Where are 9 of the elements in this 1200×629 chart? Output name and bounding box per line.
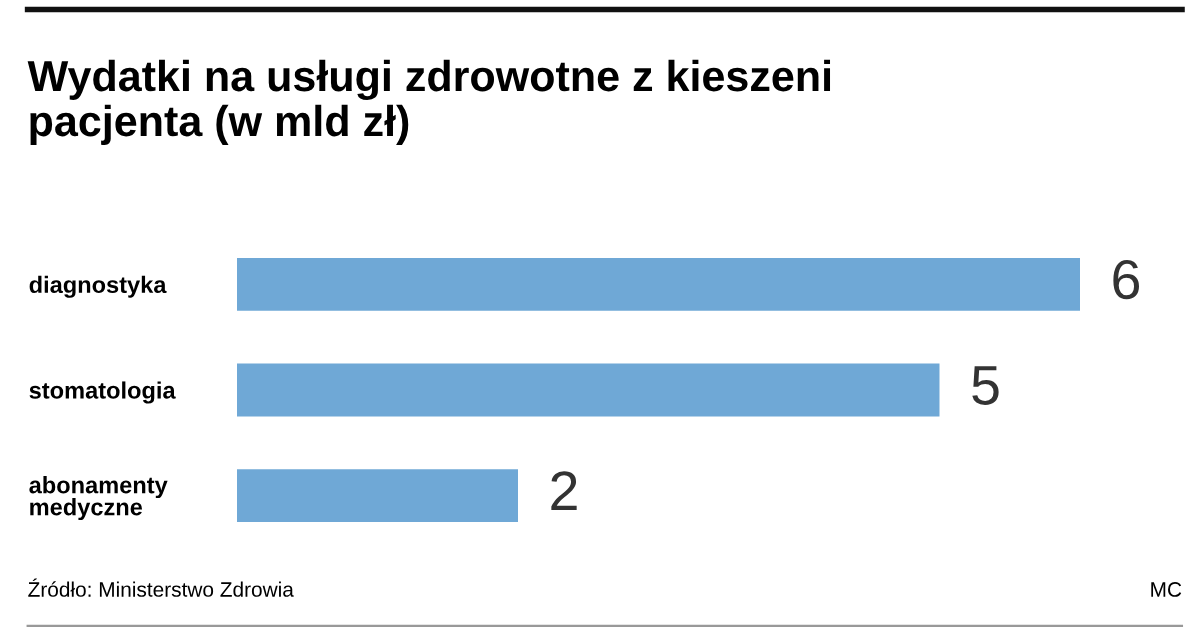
chart-title: Wydatki na usługi zdrowotne z kieszeni pacjenta (w mld zł) [27, 59, 831, 145]
y-tick-label: stomatologia [29, 381, 176, 404]
data-label: 6 [1113, 259, 1140, 300]
text: MC [1151, 582, 1182, 597]
y-tick-label: abonamenty medyczne [29, 476, 168, 521]
text: Źródło: Ministerstwo Zdrowia [28, 578, 294, 597]
y-tick-label: diagnostyka [29, 275, 167, 298]
data-label: 5 [972, 366, 999, 405]
data-label: 2 [551, 471, 577, 511]
